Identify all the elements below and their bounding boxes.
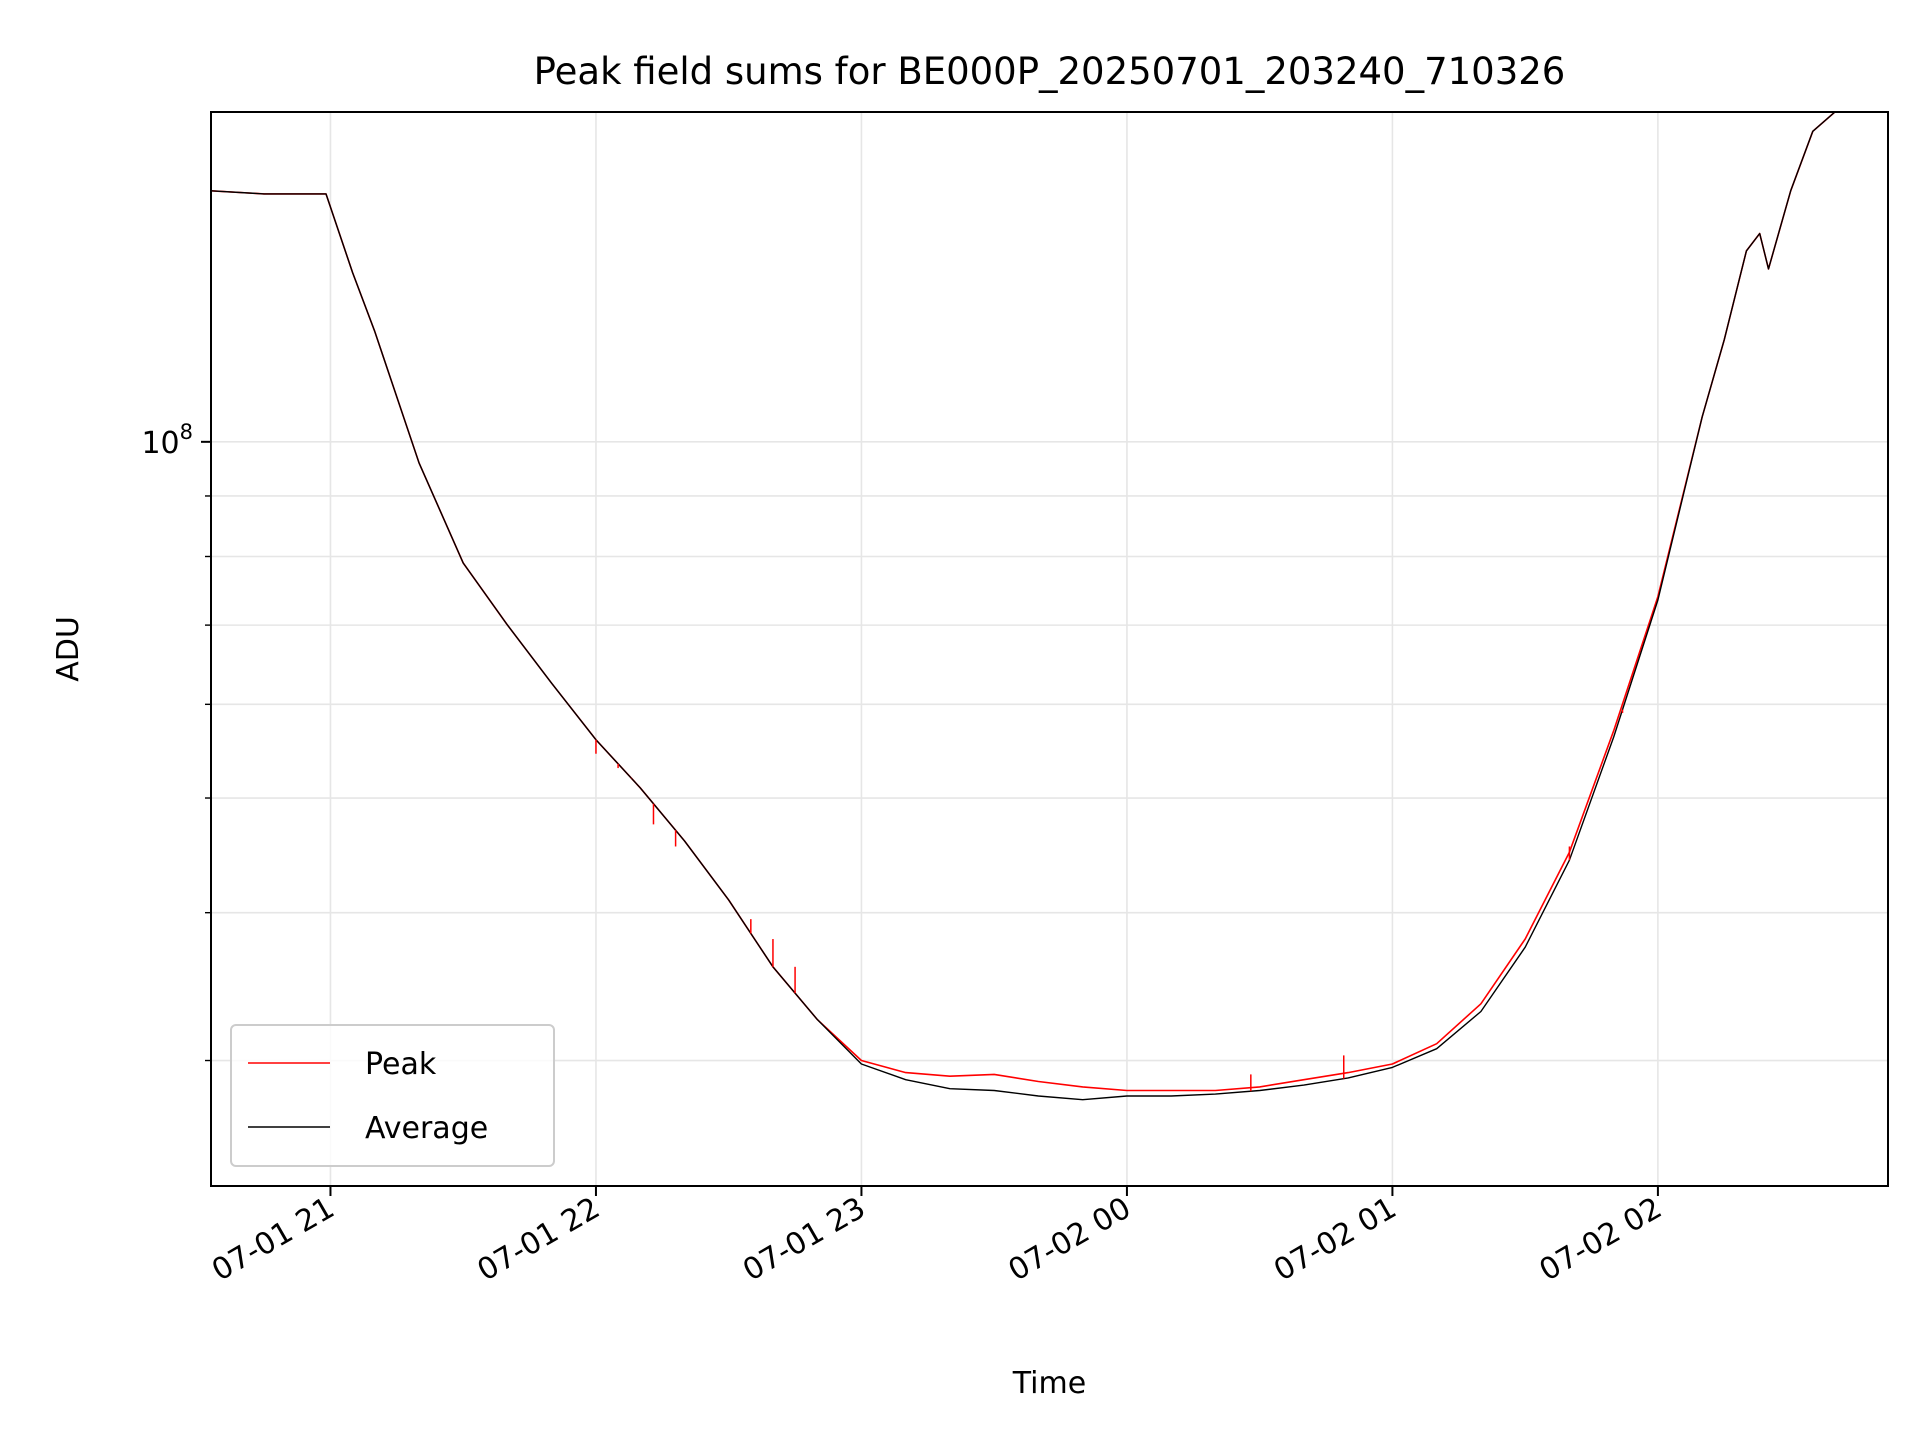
x-axis-label: Time: [1012, 1366, 1086, 1401]
grid-lines: [211, 112, 1888, 1186]
chart-title: Peak field sums for BE000P_20250701_2032…: [534, 50, 1566, 93]
y-axis-label: ADU: [51, 616, 86, 682]
plot-area: [211, 112, 1836, 1101]
legend-box: [230, 1024, 555, 1167]
legend: Peak Average: [230, 1024, 555, 1167]
axes-frame: [210, 111, 1889, 1187]
legend-label-peak: Peak: [365, 1047, 437, 1082]
series-line-average: [211, 112, 1836, 1101]
y-tick-label: 108: [141, 420, 193, 461]
legend-label-average: Average: [365, 1111, 488, 1146]
